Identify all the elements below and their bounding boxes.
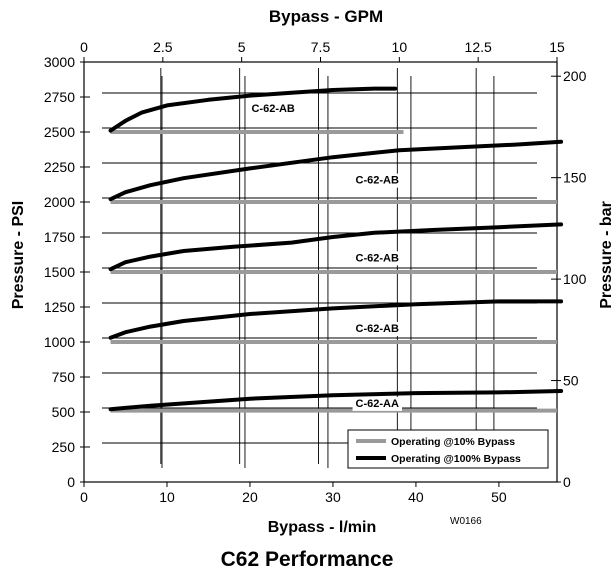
x-top-tick-label: 15 — [549, 39, 565, 55]
y-left-tick-label: 2500 — [44, 124, 75, 140]
curve-label-background — [352, 322, 403, 336]
curve-label-background — [352, 396, 403, 411]
operating-100-bypass-curves — [108, 86, 564, 412]
curve-label-background — [248, 101, 298, 116]
grid-lines — [102, 68, 537, 468]
operating-100-bypass-curve — [108, 86, 398, 133]
bottom-axis-title: Bypass - l/min — [268, 519, 376, 536]
x-top-tick-label: 12.5 — [465, 39, 492, 55]
y-left-tick-label: 2000 — [44, 194, 75, 210]
x-bottom-tick-label: 50 — [491, 489, 507, 505]
y-left-tick-label: 0 — [67, 474, 75, 490]
left-axis-title: Pressure - PSI — [10, 201, 27, 310]
curve-label: C-62-AB — [356, 252, 399, 264]
y-left-tick-label: 1500 — [44, 264, 75, 280]
figure-id: W0166 — [450, 516, 482, 527]
y-left-tick-label: 2750 — [44, 89, 75, 105]
operating-10-bypass-lines — [110, 130, 557, 413]
x-bottom-tick-label: 0 — [80, 489, 88, 505]
x-top-tick-label: 5 — [238, 39, 246, 55]
y-right-tick-label: 200 — [563, 68, 587, 84]
operating-100-bypass-curve — [108, 389, 564, 412]
operating-100-bypass-curve — [108, 222, 564, 272]
y-left-tick-label: 750 — [52, 369, 76, 385]
x-top-tick-label: 0 — [80, 39, 88, 55]
tick-labels: 0250500750100012501500175020002250250027… — [44, 39, 587, 505]
chart-title: C62 Performance — [221, 548, 394, 571]
legend-box — [347, 429, 549, 469]
x-bottom-tick-label: 40 — [408, 489, 424, 505]
curve-label: C-62-AB — [251, 103, 294, 115]
curve-label-background — [352, 251, 403, 266]
y-left-tick-label: 500 — [52, 404, 76, 420]
x-top-tick-label: 2.5 — [153, 39, 173, 55]
right-axis-title: Pressure - bar — [598, 201, 614, 309]
operating-100-bypass-curve — [108, 299, 564, 340]
y-left-tick-label: 250 — [52, 439, 76, 455]
y-left-tick-label: 1000 — [44, 334, 75, 350]
curve-label: C-62-AB — [356, 175, 399, 187]
x-top-tick-label: 7.5 — [311, 39, 331, 55]
y-left-tick-label: 2250 — [44, 159, 75, 175]
y-left-tick-label: 3000 — [44, 54, 75, 70]
curve-label: C-62-AA — [356, 398, 399, 410]
y-left-tick-label: 1750 — [44, 229, 75, 245]
curve-label: C-62-AB — [356, 323, 399, 335]
x-bottom-tick-label: 20 — [242, 489, 258, 505]
legend-label-100-bypass: Operating @100% Bypass — [391, 453, 521, 465]
curve-label-background — [352, 173, 403, 188]
legend-label-10-bypass: Operating @10% Bypass — [391, 436, 515, 448]
y-right-tick-label: 100 — [563, 271, 587, 287]
operating-100-bypass-curve — [108, 139, 564, 202]
x-top-tick-label: 10 — [392, 39, 408, 55]
top-axis-title: Bypass - GPM — [269, 7, 383, 26]
x-bottom-tick-label: 30 — [325, 489, 341, 505]
x-bottom-tick-label: 10 — [159, 489, 175, 505]
y-right-tick-label: 150 — [563, 170, 587, 186]
y-left-tick-label: 1250 — [44, 299, 75, 315]
curve-labels: C-62-AB C-62-AB C-62-AB C-62-AB C-62-AA — [248, 101, 403, 411]
y-right-tick-label: 0 — [563, 474, 571, 490]
y-right-tick-label: 50 — [563, 373, 579, 389]
legend: Operating @10% Bypass Operating @100% By… — [347, 429, 549, 469]
